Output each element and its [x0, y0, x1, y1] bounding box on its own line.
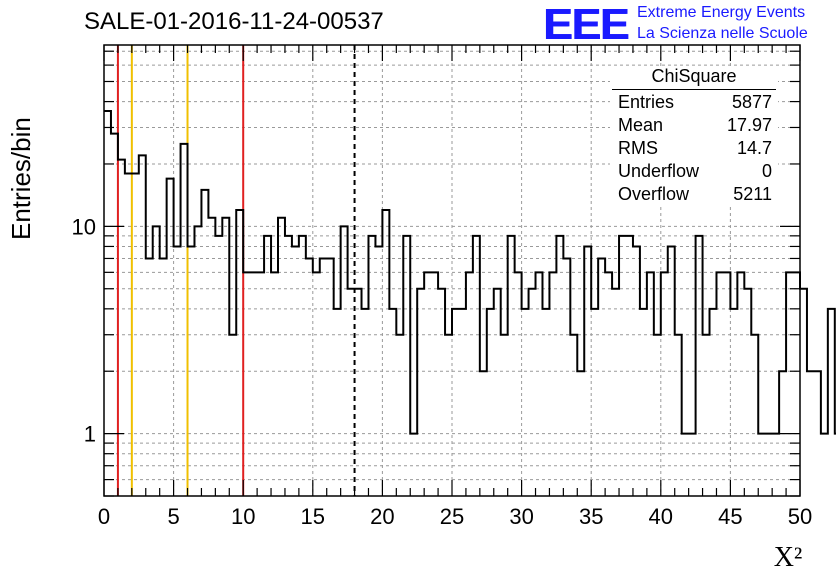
- axis-tick-labels: 0 5 10 15 20 25 30 35 40 45 50 1 10: [72, 214, 813, 529]
- stats-label: RMS: [618, 138, 658, 158]
- x-tick-label: 10: [231, 504, 255, 529]
- stats-row-rms: RMS 14.7: [610, 137, 778, 160]
- stats-label: Mean: [618, 115, 664, 135]
- x-tick-label: 0: [98, 504, 110, 529]
- x-tick-label: 40: [649, 504, 673, 529]
- stats-label: Underflow: [618, 161, 700, 181]
- stats-title: ChiSquare: [612, 66, 776, 90]
- x-tick-label: 5: [167, 504, 179, 529]
- stats-row-underflow: Underflow 0: [610, 160, 778, 183]
- stats-row-mean: Mean 17.97: [610, 114, 778, 137]
- x-tick-label: 15: [301, 504, 325, 529]
- stats-value: 0: [761, 161, 772, 181]
- stats-value: 17.97: [726, 115, 772, 135]
- x-tick-label: 20: [370, 504, 394, 529]
- logo-line-1: Extreme Energy Events: [637, 4, 806, 21]
- stats-row-overflow: Overflow 5211: [610, 183, 778, 206]
- stats-value: 5211: [733, 184, 772, 204]
- chart-title: SALE-01-2016-11-24-00537: [84, 8, 384, 35]
- stats-label: Entries: [618, 92, 675, 112]
- x-tick-label: 35: [579, 504, 603, 529]
- x-tick-label: 50: [788, 504, 812, 529]
- stats-box: ChiSquare Entries 5877 Mean 17.97 RMS 14…: [610, 66, 778, 206]
- x-tick-label: 30: [509, 504, 533, 529]
- x-tick-label: 25: [440, 504, 464, 529]
- logo-line-2: La Scienza nelle Scuole: [637, 25, 808, 42]
- stats-value: 5877: [731, 92, 772, 112]
- x-axis-label: X²: [774, 542, 803, 572]
- y-axis-label-container: Entries/bin: [6, 117, 40, 240]
- stats-row-entries: Entries 5877: [610, 91, 778, 114]
- eee-logo: EEE: [543, 0, 629, 49]
- axis-ticks: [103, 45, 801, 497]
- y-axis-label: Entries/bin: [6, 117, 36, 240]
- stats-label: Overflow: [618, 184, 690, 204]
- y-tick-label: 1: [84, 422, 96, 447]
- y-tick-label: 10: [72, 214, 96, 239]
- histogram-line: [104, 110, 836, 435]
- x-tick-label: 45: [718, 504, 742, 529]
- stats-value: 14.7: [736, 138, 772, 158]
